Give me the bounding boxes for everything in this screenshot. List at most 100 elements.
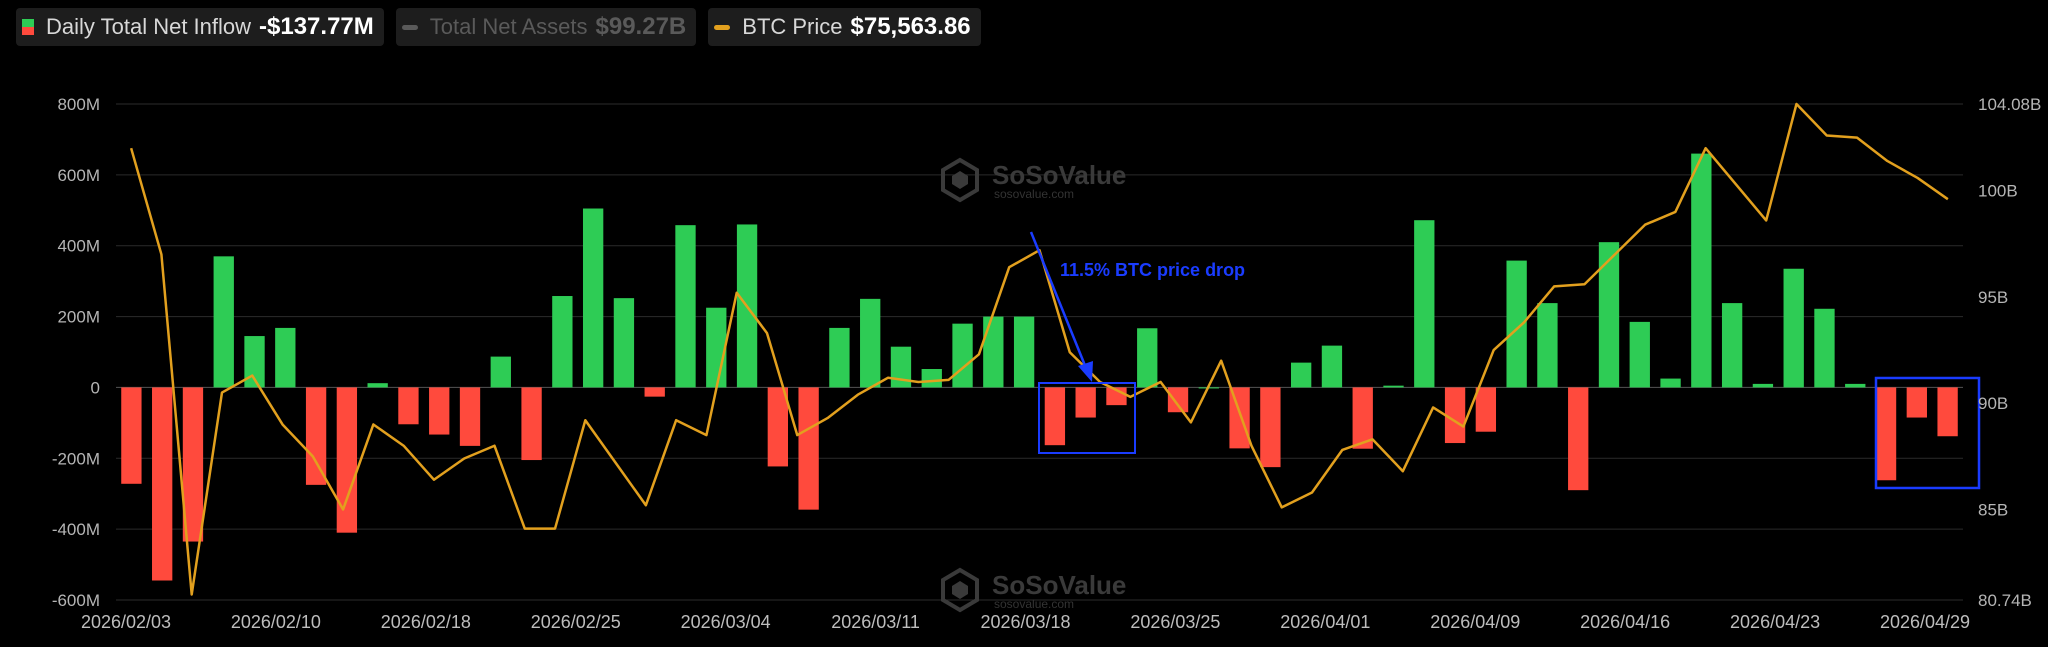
x-tick-label: 2026/02/03: [81, 612, 171, 632]
inflow-bar[interactable]: [1075, 387, 1096, 418]
inflow-bar[interactable]: [1660, 378, 1681, 388]
inflow-bar[interactable]: [429, 387, 450, 435]
inflow-bar[interactable]: [121, 387, 142, 484]
y-left-tick-label: 200M: [57, 308, 100, 327]
sosovalue-logo-icon: [941, 157, 979, 203]
inflow-bar[interactable]: [1629, 321, 1650, 388]
x-tick-label: 2026/04/09: [1430, 612, 1520, 632]
inflow-bar[interactable]: [1290, 362, 1312, 388]
inflow-bar[interactable]: [244, 336, 265, 388]
inflow-bar[interactable]: [305, 387, 327, 485]
inflow-bar[interactable]: [1229, 387, 1250, 449]
y-right-tick-label: 100B: [1978, 182, 2018, 201]
inflow-bar[interactable]: [1352, 387, 1373, 449]
inflow-bar[interactable]: [459, 387, 481, 446]
inflow-bar[interactable]: [213, 256, 234, 388]
inflow-bar[interactable]: [1537, 303, 1558, 388]
inflow-bar[interactable]: [1691, 153, 1712, 388]
sosovalue-logo-icon: [941, 567, 979, 613]
y-left-tick-label: 800M: [57, 95, 100, 114]
inflow-bar[interactable]: [921, 369, 942, 388]
inflow-bar[interactable]: [829, 327, 850, 388]
x-tick-label: 2026/03/04: [681, 612, 771, 632]
y-left-tick-label: -200M: [52, 449, 100, 468]
highlight-box-mar: [1038, 382, 1136, 454]
inflow-bar[interactable]: [860, 298, 881, 388]
inflow-bar[interactable]: [706, 307, 727, 388]
watermark-top: SoSoValue sosovalue.com: [941, 157, 1126, 203]
inflow-bar[interactable]: [582, 208, 604, 388]
inflow-bar[interactable]: [1814, 308, 1835, 388]
watermark-url: sosovalue.com: [994, 187, 1074, 201]
x-tick-label: 2026/03/11: [831, 612, 920, 632]
x-tick-label: 2026/04/16: [1580, 612, 1670, 632]
y-left-tick-label: 600M: [57, 166, 100, 185]
legend-btc-label: BTC Price: [742, 14, 843, 39]
inflow-bar[interactable]: [521, 387, 542, 461]
axes: 800M 600M 400M 200M 0 -200M -400M -600M 104.08B 1…: [52, 95, 2042, 632]
x-tick-label: 2026/04/01: [1280, 612, 1370, 632]
y-left-tick-label: 400M: [57, 237, 100, 256]
legend-daily-net-inflow[interactable]: Daily Total Net Inflow -$137.77M: [16, 8, 384, 46]
inflow-bar[interactable]: [675, 225, 696, 388]
line-swatch-icon: [714, 24, 731, 30]
inflow-bar[interactable]: [952, 323, 973, 388]
y-right-tick-label: 85B: [1978, 500, 2008, 519]
y-left-tick-label: -600M: [52, 591, 100, 610]
legend-btc-price[interactable]: BTC Price $75,563.86: [708, 8, 981, 46]
inflow-bar[interactable]: [1845, 383, 1866, 388]
inflow-bar[interactable]: [1013, 316, 1035, 388]
inflow-bar[interactable]: [152, 387, 173, 581]
legend-inflow-value: -$137.77M: [259, 13, 374, 40]
inflow-bar[interactable]: [1260, 387, 1281, 468]
inflow-bar[interactable]: [367, 383, 388, 388]
x-tick-label: 2026/03/25: [1130, 612, 1220, 632]
inflow-bar[interactable]: [1937, 387, 1958, 437]
watermark-name: SoSoValue: [992, 570, 1126, 600]
y-right-tick-label: 90B: [1978, 394, 2008, 413]
inflow-bar[interactable]: [1752, 383, 1774, 388]
x-tick-label: 2026/04/23: [1730, 612, 1820, 632]
watermark-name: SoSoValue: [992, 160, 1126, 190]
inflow-bar[interactable]: [1475, 387, 1497, 432]
inflow-bar[interactable]: [398, 387, 419, 425]
inflow-bars: [121, 153, 1958, 581]
annotations: 11.5% BTC price drop: [1029, 231, 1981, 490]
inflow-bar[interactable]: [1444, 387, 1466, 444]
inflow-bar[interactable]: [1506, 260, 1527, 388]
highlight-box-apr: [1874, 376, 1981, 490]
grid: [116, 103, 1963, 601]
inflow-bar[interactable]: [1783, 268, 1804, 388]
inflow-bar[interactable]: [1875, 387, 1897, 481]
inflow-bar[interactable]: [613, 298, 635, 388]
legend-total-net-assets[interactable]: Total Net Assets $99.27B: [395, 8, 697, 46]
inflow-bar[interactable]: [890, 346, 912, 388]
inflow-bar[interactable]: [1167, 387, 1189, 413]
inflow-bar[interactable]: [1044, 387, 1066, 446]
price-drop-arrow: [1029, 231, 1088, 369]
inflow-bar[interactable]: [336, 387, 358, 533]
inflow-bar[interactable]: [767, 387, 789, 467]
inflow-bar[interactable]: [1137, 328, 1158, 388]
inflow-bar[interactable]: [1906, 387, 1927, 418]
inflow-bar[interactable]: [490, 356, 511, 388]
inflow-bar[interactable]: [1414, 220, 1435, 388]
inflow-bar[interactable]: [552, 296, 573, 388]
inflow-bar[interactable]: [1568, 387, 1589, 491]
inflow-bar[interactable]: [1321, 345, 1343, 388]
watermark-bottom: SoSoValue sosovalue.com: [941, 567, 1126, 613]
inflow-bar[interactable]: [1383, 385, 1404, 388]
arrow-head-icon: [1078, 361, 1093, 382]
inflow-bar[interactable]: [1598, 242, 1620, 388]
y-right-tick-label: 95B: [1978, 288, 2008, 307]
inflow-bar[interactable]: [983, 316, 1004, 388]
inflow-bar[interactable]: [644, 387, 665, 397]
inflow-bar[interactable]: [275, 327, 296, 388]
bar-swatch-icon: [22, 19, 34, 35]
inflow-bar[interactable]: [798, 387, 819, 510]
x-tick-label: 2026/04/29: [1880, 612, 1970, 632]
annotation-label: 11.5% BTC price drop: [1060, 260, 1245, 280]
inflow-bar[interactable]: [1721, 303, 1743, 388]
inflow-bar[interactable]: [182, 387, 204, 542]
